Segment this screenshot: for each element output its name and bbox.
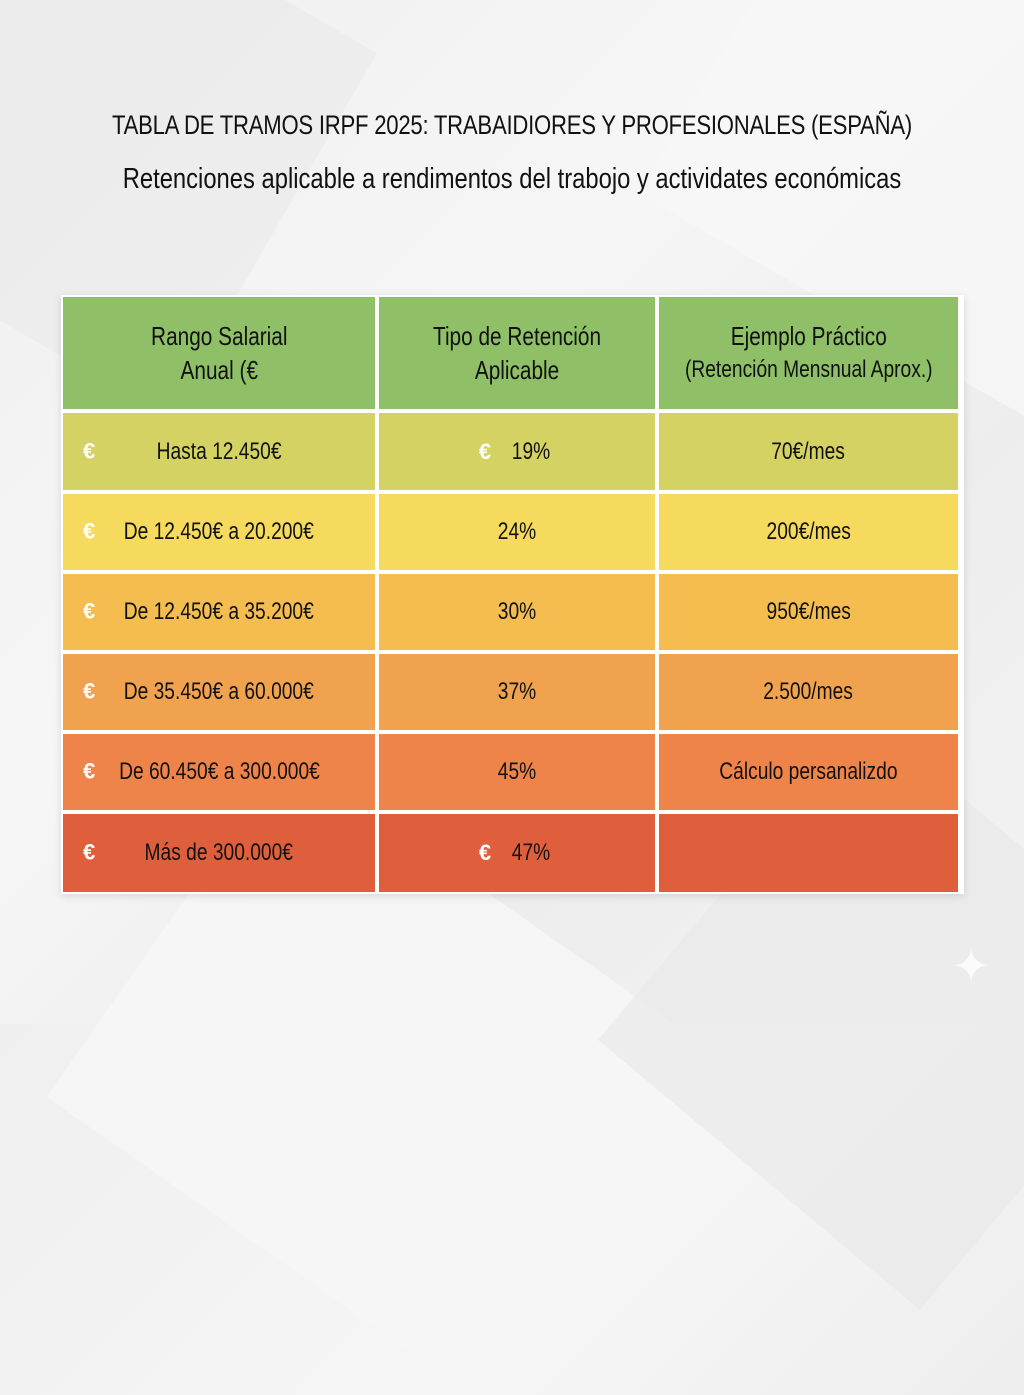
table-row-1-example: 70€/mes xyxy=(659,413,958,490)
cell-text: De 60.450€ a 300.000€ xyxy=(118,758,320,785)
table-row-5-rate: 45% xyxy=(379,734,655,810)
cell-text: 200€/mes xyxy=(766,518,851,545)
euro-icon: € xyxy=(478,840,492,865)
sparkle-icon: ✦ xyxy=(951,940,991,992)
table-row-6-example xyxy=(659,814,958,892)
header-practical-example: Ejemplo Práctico (Retención Mensnual Apro… xyxy=(659,297,958,409)
cell-text: 45% xyxy=(497,758,537,785)
cell-text: De 12.450€ a 35.200€ xyxy=(123,598,315,625)
table-row-4-example: 2.500/mes xyxy=(659,654,958,730)
cell-text: 30% xyxy=(497,598,537,625)
table-row-2-rate: 24% xyxy=(379,494,655,570)
cell-text: Cálculo persanalizdo xyxy=(719,758,898,785)
table-row-3-example: 950€/mes xyxy=(659,574,958,650)
euro-icon: € xyxy=(83,518,96,544)
page-title: TABLA DE TRAMOS IRPF 2025: TRABAIDIORES … xyxy=(111,110,912,140)
table-row-1-range: € Hasta 12.450€ xyxy=(63,413,375,490)
cell-text: Hasta 12.450€ xyxy=(156,437,282,465)
table-row-2-range: € De 12.450€ a 20.200€ xyxy=(63,494,375,570)
table-row-6-rate: € 47% xyxy=(379,814,655,892)
header-text: Tipo de Retención xyxy=(432,321,602,351)
euro-icon: € xyxy=(83,678,96,704)
cell-text: 70€/mes xyxy=(771,437,846,465)
page-subtitle: Retenciones aplicable a rendimentos del … xyxy=(122,163,902,195)
table-row-3-rate: 30% xyxy=(379,574,655,650)
header-text: Anual (€ xyxy=(180,355,258,385)
euro-icon: € xyxy=(83,758,96,784)
table-row-4-range: € De 35.450€ a 60.000€ xyxy=(63,654,375,730)
euro-icon: € xyxy=(83,437,96,463)
cell-text: 19% xyxy=(511,437,551,465)
header-withholding-rate: Tipo de Retención Aplicable xyxy=(379,297,655,409)
table-row-1-rate: € 19% xyxy=(379,413,655,490)
irpf-table: Rango Salarial Anual (€ Tipo de Retención… xyxy=(61,295,964,894)
table-row-5-range: € De 60.450€ a 300.000€ xyxy=(63,734,375,810)
header-text: (Retención Mensnual Aprox.) xyxy=(684,356,933,383)
table-row-5-example: Cálculo persanalizdo xyxy=(659,734,958,810)
cell-text: 47% xyxy=(511,839,551,866)
table-row-6-range: € Más de 300.000€ xyxy=(63,814,375,892)
euro-icon: € xyxy=(83,839,96,865)
cell-text: 950€/mes xyxy=(766,598,851,625)
cell-text: Más de 300.000€ xyxy=(144,839,294,866)
cell-text: 37% xyxy=(497,678,537,705)
table-row-3-range: € De 12.450€ a 35.200€ xyxy=(63,574,375,650)
euro-icon: € xyxy=(478,438,492,464)
cell-text: De 12.450€ a 20.200€ xyxy=(123,518,315,545)
table-row-2-example: 200€/mes xyxy=(659,494,958,570)
header-salary-range: Rango Salarial Anual (€ xyxy=(63,297,375,409)
cell-text: 2.500/mes xyxy=(763,678,854,705)
euro-icon: € xyxy=(83,598,96,624)
header-text: Rango Salarial xyxy=(150,321,288,351)
cell-text: 24% xyxy=(497,518,537,545)
header-text: Aplicable xyxy=(474,355,560,385)
cell-text: De 35.450€ a 60.000€ xyxy=(123,678,315,705)
header-text: Ejemplo Práctico xyxy=(730,321,887,351)
table-row-4-rate: 37% xyxy=(379,654,655,730)
